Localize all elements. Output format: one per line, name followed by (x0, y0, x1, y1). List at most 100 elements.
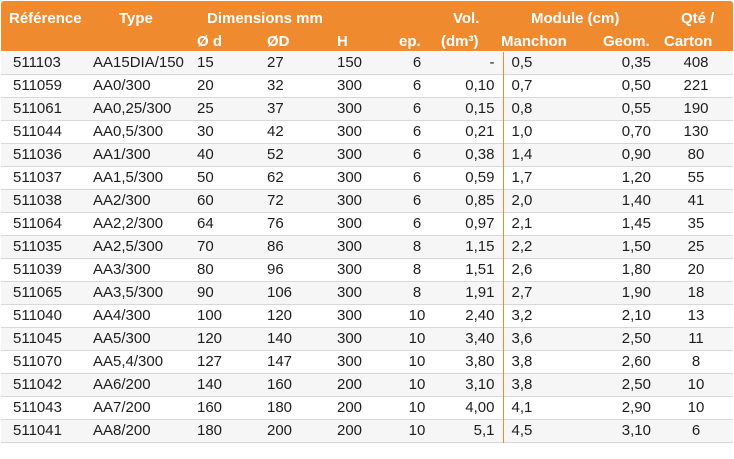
cell-qte: 11 (688, 330, 704, 347)
cell-od-small: 140 (197, 376, 223, 393)
cell-h: 200 (337, 422, 363, 439)
cell-qte: 408 (683, 54, 709, 71)
table-row: 511065 AA3,5/300 90 106 300 8 1,91 2,7 1,90 18 (1, 281, 733, 305)
cell-type: AA15DIA/150 (93, 54, 184, 71)
header-geom: Geom. (603, 33, 650, 50)
cell-od-large: 76 (267, 215, 284, 232)
cell-ep: 6 (412, 169, 422, 186)
cell-vol: 2,40 (465, 307, 495, 324)
cell-type: AA2,5/300 (93, 238, 164, 255)
cell-od-large: 86 (267, 238, 284, 255)
cell-od-large: 140 (267, 330, 293, 347)
table-row: 511041 AA8/200 180 200 200 10 5,1 4,5 3,10 6 (1, 419, 733, 443)
cell-manchon: 2,2 (502, 235, 587, 259)
cell-type: AA8/200 (93, 422, 151, 439)
cell-type: AA0/300 (93, 77, 151, 94)
cell-vol: 0,10 (465, 77, 495, 94)
cell-qte: 6 (691, 422, 701, 439)
cell-h: 300 (337, 284, 363, 301)
table-row: 511042 AA6/200 140 160 200 10 3,10 3,8 2,50 10 (1, 373, 733, 397)
cell-h: 200 (337, 399, 363, 416)
cell-h: 300 (337, 192, 363, 209)
cell-ep: 10 (408, 399, 426, 416)
cell-type: AA3/300 (93, 261, 151, 278)
cell-manchon: 3,8 (502, 373, 587, 397)
cell-geom: 0,50 (621, 77, 651, 94)
cell-od-small: 30 (197, 123, 214, 140)
table-row: 511103 AA15DIA/150 15 27 150 6 -0,5 0,35 408 (1, 52, 733, 75)
header-qte: Qté / (681, 10, 715, 27)
cell-vol: 1,91 (465, 284, 495, 301)
cell-od-small: 160 (197, 399, 223, 416)
cell-od-large: 200 (267, 422, 293, 439)
header-vol-unit: (dm³) (441, 33, 479, 50)
cell-vol: - (489, 54, 495, 71)
cell-od-large: 160 (267, 376, 293, 393)
cell-qte: 10 (687, 399, 705, 416)
cell-qte: 8 (691, 353, 701, 370)
cell-geom: 0,35 (621, 54, 651, 71)
cell-geom: 2,50 (621, 376, 651, 393)
cell-h: 300 (337, 261, 363, 278)
product-table: 511103 AA15DIA/150 15 27 150 6-0,5 0,35 408 5110… (1, 52, 733, 443)
cell-ep: 6 (412, 123, 422, 140)
cell-h: 300 (337, 238, 363, 255)
cell-manchon: 2,7 (502, 281, 587, 305)
cell-ep: 10 (408, 330, 426, 347)
cell-type: AA5,4/300 (93, 353, 164, 370)
cell-h: 150 (337, 54, 363, 71)
cell-od-large: 42 (267, 123, 284, 140)
cell-qte: 221 (683, 77, 709, 94)
cell-type: AA7/200 (93, 399, 151, 416)
cell-vol: 4,00 (465, 399, 495, 416)
cell-vol: 1,51 (465, 261, 495, 278)
cell-reference: 511042 (13, 376, 62, 393)
header-od-large: ØD (267, 33, 290, 50)
cell-vol: 0,97 (465, 215, 495, 232)
header-type: Type (119, 10, 153, 27)
cell-vol: 3,40 (465, 330, 495, 347)
cell-vol: 0,59 (465, 169, 495, 186)
cell-qte: 10 (687, 376, 705, 393)
cell-vol: 0,15 (465, 100, 495, 117)
cell-vol: 5,1 (473, 422, 495, 439)
cell-od-large: 32 (267, 77, 284, 94)
cell-manchon: 2,0 (502, 189, 587, 213)
cell-type: AA3,5/300 (93, 284, 164, 301)
header-manchon: Manchon (501, 33, 567, 50)
cell-manchon: 1,4 (502, 143, 587, 167)
table-row: 511059 AA0/300 20 32 300 6 0,10 0,7 0,50 221 (1, 74, 733, 98)
cell-h: 200 (337, 376, 363, 393)
cell-type: AA2,2/300 (93, 215, 164, 232)
table-row: 511035 AA2,5/300 70 86 300 8 1,15 2,2 1,50 25 (1, 235, 733, 259)
cell-geom: 2,90 (621, 399, 651, 416)
cell-geom: 0,90 (621, 146, 651, 163)
cell-h: 300 (337, 330, 363, 347)
cell-reference: 511041 (13, 422, 62, 439)
cell-manchon: 4,5 (502, 419, 587, 443)
cell-qte: 41 (687, 192, 705, 209)
cell-od-large: 37 (267, 100, 284, 117)
cell-manchon: 1,7 (502, 166, 587, 190)
cell-od-large: 72 (267, 192, 284, 209)
cell-ep: 10 (408, 307, 426, 324)
cell-reference: 511061 (13, 100, 62, 117)
cell-manchon: 0,8 (502, 97, 587, 121)
cell-ep: 6 (412, 192, 422, 209)
header-ep: ep. (399, 33, 421, 50)
cell-reference: 511065 (13, 284, 62, 301)
table-row: 511044 AA0,5/300 30 42 300 6 0,21 1,0 0,70 130 (1, 120, 733, 144)
cell-geom: 3,10 (621, 422, 651, 439)
cell-od-small: 25 (197, 100, 214, 117)
cell-od-small: 80 (197, 261, 214, 278)
cell-geom: 1,90 (621, 284, 651, 301)
cell-od-small: 100 (197, 307, 223, 324)
cell-manchon: 3,6 (502, 327, 587, 351)
header-od-small: Ø d (197, 33, 222, 50)
cell-od-small: 64 (197, 215, 214, 232)
cell-h: 300 (337, 146, 363, 163)
cell-od-small: 70 (197, 238, 214, 255)
cell-h: 300 (337, 77, 363, 94)
cell-type: AA4/300 (93, 307, 151, 324)
